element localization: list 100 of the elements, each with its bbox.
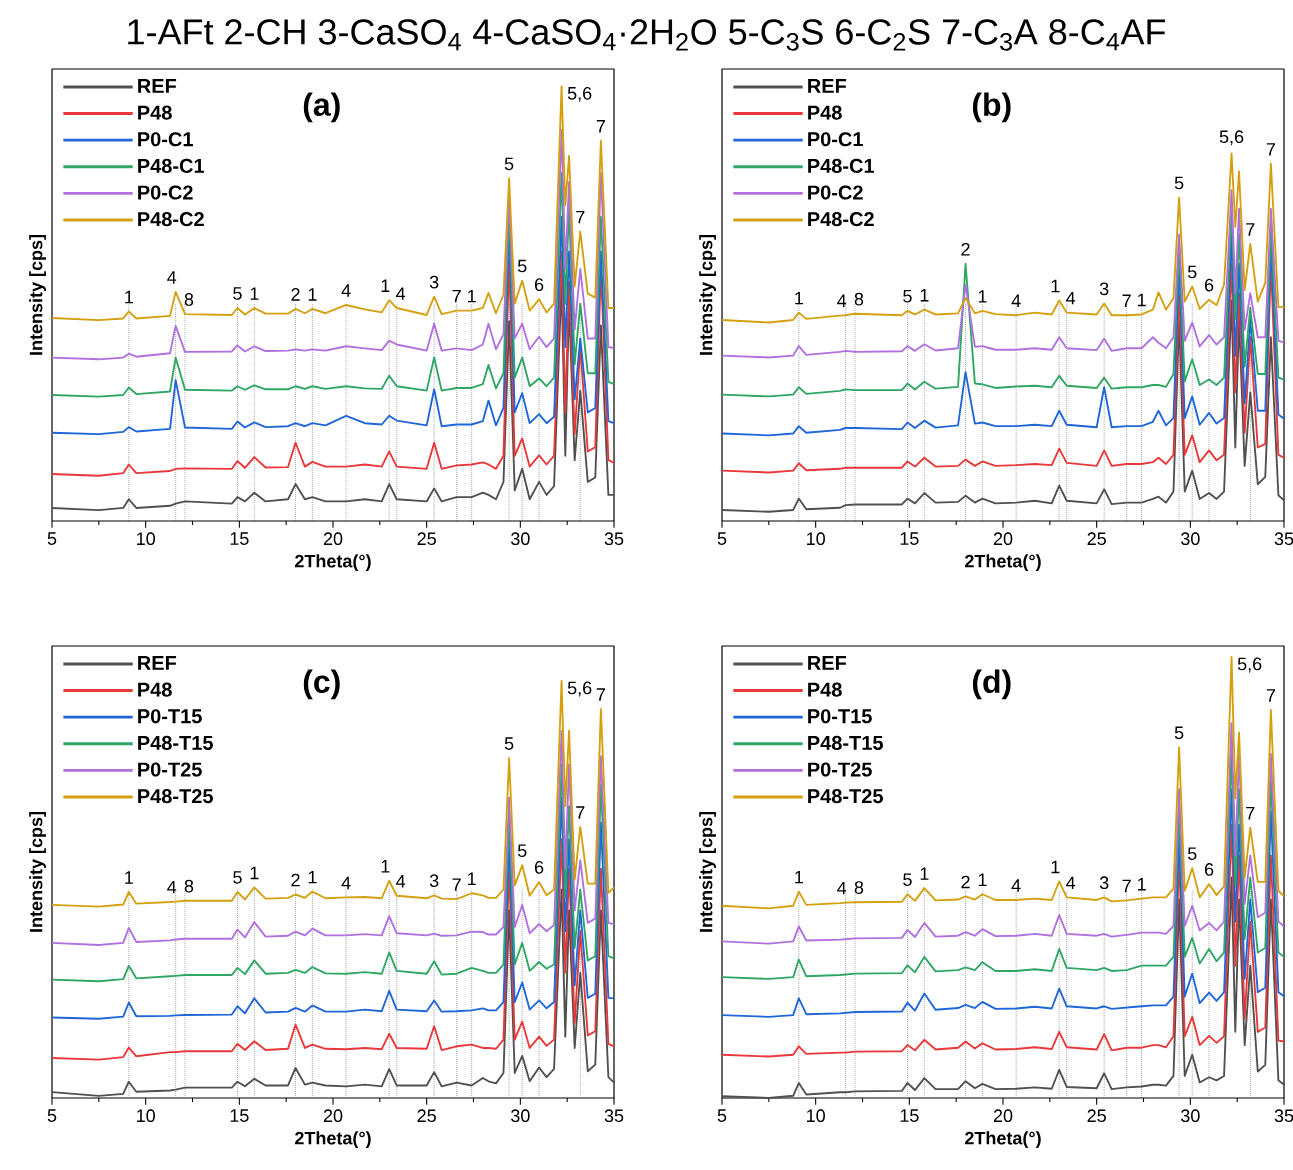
annotation: 1	[468, 289, 476, 303]
legend-label: P48-T15	[808, 735, 883, 750]
x-tick-label: 25	[417, 532, 436, 546]
annotation: 5	[1187, 847, 1197, 860]
annotation: 1	[920, 867, 929, 880]
annotation: 7	[1122, 879, 1131, 893]
legend-label: P48-C2	[808, 212, 874, 227]
text: (b)	[972, 92, 1011, 123]
chart-title: 1-AFt 2-CH 3-CaSO$_{4}$ 4-CaSO$_{4}$·2H$_{2}$O 5-C$_{3}$S 6-C$_{2}$S 7-C$_{3}$A 8-C$_{4}$AF	[128, 19, 1166, 51]
annotation: 2	[291, 288, 300, 301]
annotation: 4	[1066, 876, 1076, 890]
annotation: 6	[1204, 863, 1214, 876]
y-axis-title: Intensity [cps]	[699, 235, 716, 355]
annotation: 4	[837, 881, 847, 895]
annotation: 8	[184, 293, 194, 306]
annotation: 1	[308, 870, 317, 884]
annotation: 5	[233, 287, 242, 300]
x-tick-label: 20	[993, 1109, 1013, 1123]
annotation: 1	[1051, 860, 1060, 874]
x-tick-label: 25	[417, 1109, 436, 1123]
legend-label: P48-T15	[138, 735, 213, 750]
annotation: 7	[1266, 143, 1275, 156]
x-axis-title: 2Theta(°)	[965, 1131, 1041, 1149]
legend-label: P48-T25	[808, 789, 883, 804]
annotation: 5	[504, 737, 514, 750]
legend-label: P0-C2	[138, 185, 193, 200]
x-tick-label: 20	[993, 532, 1013, 546]
annotation: 5	[903, 289, 912, 303]
annotation: 7	[576, 210, 585, 224]
annotation: 4	[837, 294, 847, 307]
x-tick-label: 20	[323, 1109, 343, 1123]
annotation: 3	[1099, 282, 1109, 296]
annotation: 1	[795, 291, 803, 305]
x-tick-label: 25	[1087, 532, 1106, 546]
annotation: 2	[961, 242, 970, 256]
annotation: 1	[468, 872, 476, 885]
legend-label: P0-C1	[808, 132, 863, 147]
annotation: 8	[854, 292, 864, 306]
legend-label: P0-T15	[138, 709, 202, 724]
annotation: 5	[517, 844, 527, 858]
annotation: 1	[250, 866, 259, 880]
annotation: 1	[978, 873, 987, 886]
annotation: 1	[1138, 293, 1146, 307]
annotation: 7	[1122, 294, 1131, 307]
annotation: 7	[1266, 689, 1275, 702]
x-tick-label: 5	[47, 1109, 57, 1122]
annotation: 5,6	[1237, 657, 1262, 673]
legend-label: P48	[138, 105, 172, 120]
annotation: 1	[1051, 279, 1060, 293]
annotation: 1	[920, 289, 929, 302]
annotation: 1	[125, 290, 133, 304]
annotation: 6	[1204, 278, 1214, 292]
annotation: 7	[1246, 807, 1255, 820]
annotation: 1	[381, 279, 390, 292]
annotation: 4	[167, 880, 177, 894]
annotation: (a)	[303, 92, 340, 123]
legend-label: P48-T25	[138, 789, 213, 804]
y-axis-title: Intensity [cps]	[29, 812, 46, 932]
x-tick-label: 10	[807, 532, 825, 546]
x-tick-label: 20	[323, 532, 343, 546]
annotation: 6	[534, 860, 544, 874]
x-tick-label: 30	[511, 1109, 530, 1123]
legend-label: P0-T25	[138, 762, 202, 777]
annotation: 1	[125, 871, 133, 884]
legend-label: P48	[808, 682, 842, 697]
x-tick-label: 35	[1274, 1109, 1293, 1123]
annotation: 7	[576, 806, 585, 819]
x-tick-label: 10	[137, 1109, 155, 1123]
legend-label: P48	[808, 105, 842, 120]
x-tick-label: 15	[900, 532, 919, 545]
x-tick-label: 35	[604, 1109, 624, 1123]
legend-label: P48-C1	[808, 158, 875, 173]
annotation: 4	[1011, 879, 1021, 892]
legend-label: P48-C2	[138, 212, 204, 227]
x-tick-label: 15	[230, 1109, 249, 1122]
annotation: 4	[1066, 291, 1076, 305]
annotation: 6	[534, 278, 544, 292]
legend-label: P48	[138, 682, 172, 697]
annotation: 4	[167, 271, 177, 284]
annotation: (c)	[303, 669, 340, 700]
annotation: 5,6	[567, 681, 592, 697]
annotation: 1	[795, 870, 803, 884]
annotation: 1	[1138, 878, 1146, 891]
annotation: 3	[429, 874, 439, 888]
annotation: 5	[1187, 265, 1197, 279]
legend-label: REF	[808, 79, 847, 93]
x-tick-label: 35	[1274, 532, 1293, 546]
x-tick-label: 5	[717, 1109, 727, 1122]
y-axis-title: Intensity [cps]	[29, 235, 46, 355]
x-tick-label: 10	[137, 532, 155, 546]
annotation: 5	[1174, 176, 1184, 190]
legend-label: P0-T15	[808, 709, 872, 724]
y-axis-title: Intensity [cps]	[699, 812, 716, 932]
annotation: 4	[341, 876, 351, 890]
x-tick-label: 35	[604, 532, 624, 546]
annotation: 7	[452, 289, 461, 303]
annotation: 5,6	[1219, 130, 1244, 146]
legend-label: P0-T25	[808, 762, 872, 777]
annotation: 5	[903, 873, 912, 886]
annotation: 5	[517, 259, 527, 273]
